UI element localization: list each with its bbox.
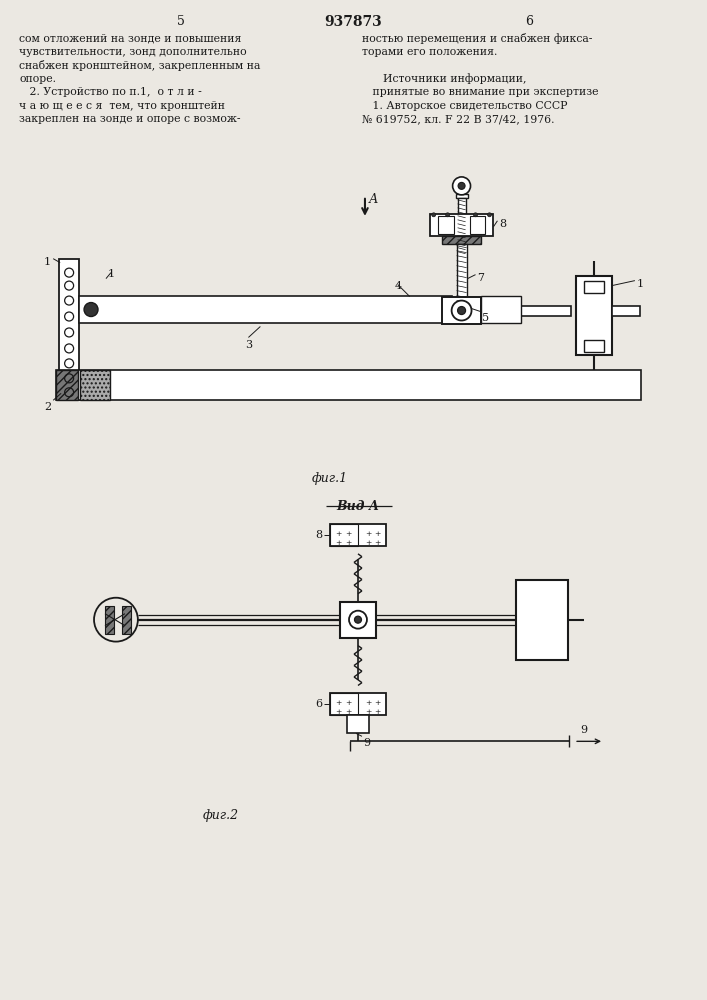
Bar <box>455 194 467 198</box>
Bar <box>330 693 358 715</box>
Text: Вид А: Вид А <box>337 500 380 513</box>
Text: 3: 3 <box>245 340 252 350</box>
Text: +: + <box>375 539 381 547</box>
Circle shape <box>474 213 477 217</box>
Bar <box>457 244 467 304</box>
Text: закреплен на зонде и опоре с возмож-: закреплен на зонде и опоре с возмож- <box>19 114 241 124</box>
Bar <box>481 306 571 316</box>
Text: +: + <box>335 530 341 538</box>
Text: +: + <box>345 708 351 716</box>
Text: 9: 9 <box>580 725 588 735</box>
Text: 1: 1 <box>107 269 115 279</box>
Circle shape <box>452 301 472 320</box>
Text: сом отложений на зонде и повышения: сом отложений на зонде и повышения <box>19 33 242 43</box>
Text: принятые во внимание при экспертизе: принятые во внимание при экспертизе <box>362 87 598 97</box>
Text: Источники информации,: Источники информации, <box>362 74 527 84</box>
Text: 1: 1 <box>44 257 51 267</box>
Circle shape <box>354 616 361 623</box>
Bar <box>584 281 604 293</box>
Circle shape <box>84 303 98 317</box>
Text: 937873: 937873 <box>324 15 382 29</box>
Text: +: + <box>335 699 341 707</box>
Text: опоре.: опоре. <box>19 74 57 84</box>
Text: +: + <box>375 708 381 716</box>
Circle shape <box>487 213 491 217</box>
Text: 1: 1 <box>637 279 644 289</box>
Text: 6: 6 <box>315 699 322 709</box>
Text: +: + <box>335 708 341 716</box>
Bar <box>457 198 465 255</box>
Bar <box>442 236 481 244</box>
Bar <box>584 340 604 352</box>
Text: № 619752, кл. F 22 В 37/42, 1976.: № 619752, кл. F 22 В 37/42, 1976. <box>362 114 554 124</box>
Bar <box>330 524 386 546</box>
Text: +: + <box>365 530 371 538</box>
Text: фиг.2: фиг.2 <box>202 809 238 822</box>
Bar <box>430 214 493 236</box>
Bar <box>516 580 568 660</box>
Text: +: + <box>345 530 351 538</box>
Circle shape <box>458 182 465 189</box>
Circle shape <box>452 177 471 195</box>
Text: 1. Авторское свидетельство СССР: 1. Авторское свидетельство СССР <box>362 101 568 111</box>
Bar <box>56 370 641 400</box>
Bar <box>79 296 452 323</box>
Bar <box>438 216 454 234</box>
Text: 2: 2 <box>44 402 51 412</box>
Text: торами его положения.: торами его положения. <box>362 47 497 57</box>
Text: фиг.1: фиг.1 <box>312 472 348 485</box>
Circle shape <box>457 307 465 315</box>
Text: ч а ю щ е е с я  тем, что кронштейн: ч а ю щ е е с я тем, что кронштейн <box>19 101 226 111</box>
Text: +: + <box>345 699 351 707</box>
Bar <box>442 297 481 324</box>
Text: 5: 5 <box>482 313 490 323</box>
Text: 5: 5 <box>177 15 185 28</box>
Bar <box>80 370 110 400</box>
Bar <box>340 602 376 638</box>
Bar <box>105 606 114 634</box>
Bar <box>330 524 358 546</box>
Text: +: + <box>365 539 371 547</box>
Bar <box>330 693 386 715</box>
Bar <box>56 370 78 400</box>
Circle shape <box>349 611 367 629</box>
Text: +: + <box>335 539 341 547</box>
Bar <box>347 715 369 733</box>
Text: +: + <box>375 699 381 707</box>
Circle shape <box>432 213 436 217</box>
Text: 2. Устройство по п.1,  о т л и -: 2. Устройство по п.1, о т л и - <box>19 87 202 97</box>
Text: 8: 8 <box>315 530 322 540</box>
Text: А: А <box>369 193 378 206</box>
Bar <box>612 306 640 316</box>
Text: чувствительности, зонд дополнительно: чувствительности, зонд дополнительно <box>19 47 247 57</box>
Text: 6: 6 <box>525 15 533 28</box>
Circle shape <box>445 213 450 217</box>
Bar <box>59 259 79 400</box>
Text: +: + <box>365 699 371 707</box>
Bar <box>469 216 486 234</box>
Text: 9: 9 <box>363 738 370 748</box>
Bar <box>576 276 612 355</box>
Text: +: + <box>375 530 381 538</box>
Text: 8: 8 <box>499 219 506 229</box>
Bar <box>122 606 131 634</box>
Bar <box>481 296 521 323</box>
Text: 7: 7 <box>477 273 484 283</box>
Text: снабжен кронштейном, закрепленным на: снабжен кронштейном, закрепленным на <box>19 60 261 71</box>
Text: +: + <box>345 539 351 547</box>
Text: 4: 4 <box>395 281 402 291</box>
Text: ностью перемещения и снабжен фикса-: ностью перемещения и снабжен фикса- <box>362 33 592 44</box>
Text: +: + <box>365 708 371 716</box>
